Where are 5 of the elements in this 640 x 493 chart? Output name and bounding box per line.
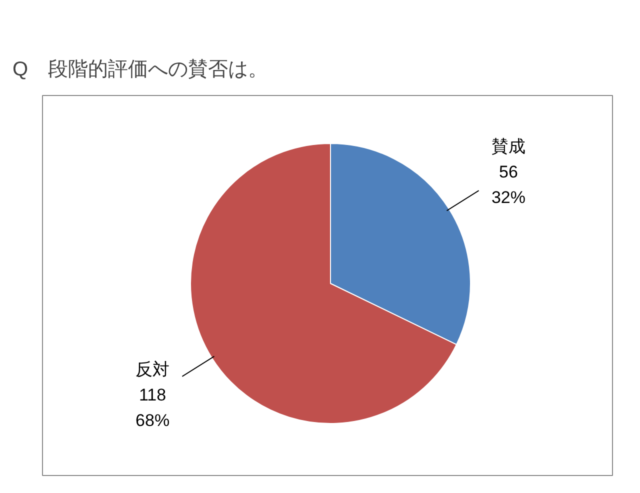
- data-label: 56 32%: [491, 162, 526, 208]
- slice-label: 賛成: [491, 136, 526, 156]
- slice-label: 反対: [136, 360, 170, 379]
- chart-title: Q 段階的評価への賛否は。: [12, 58, 268, 80]
- data-label: 118 68%: [136, 385, 170, 430]
